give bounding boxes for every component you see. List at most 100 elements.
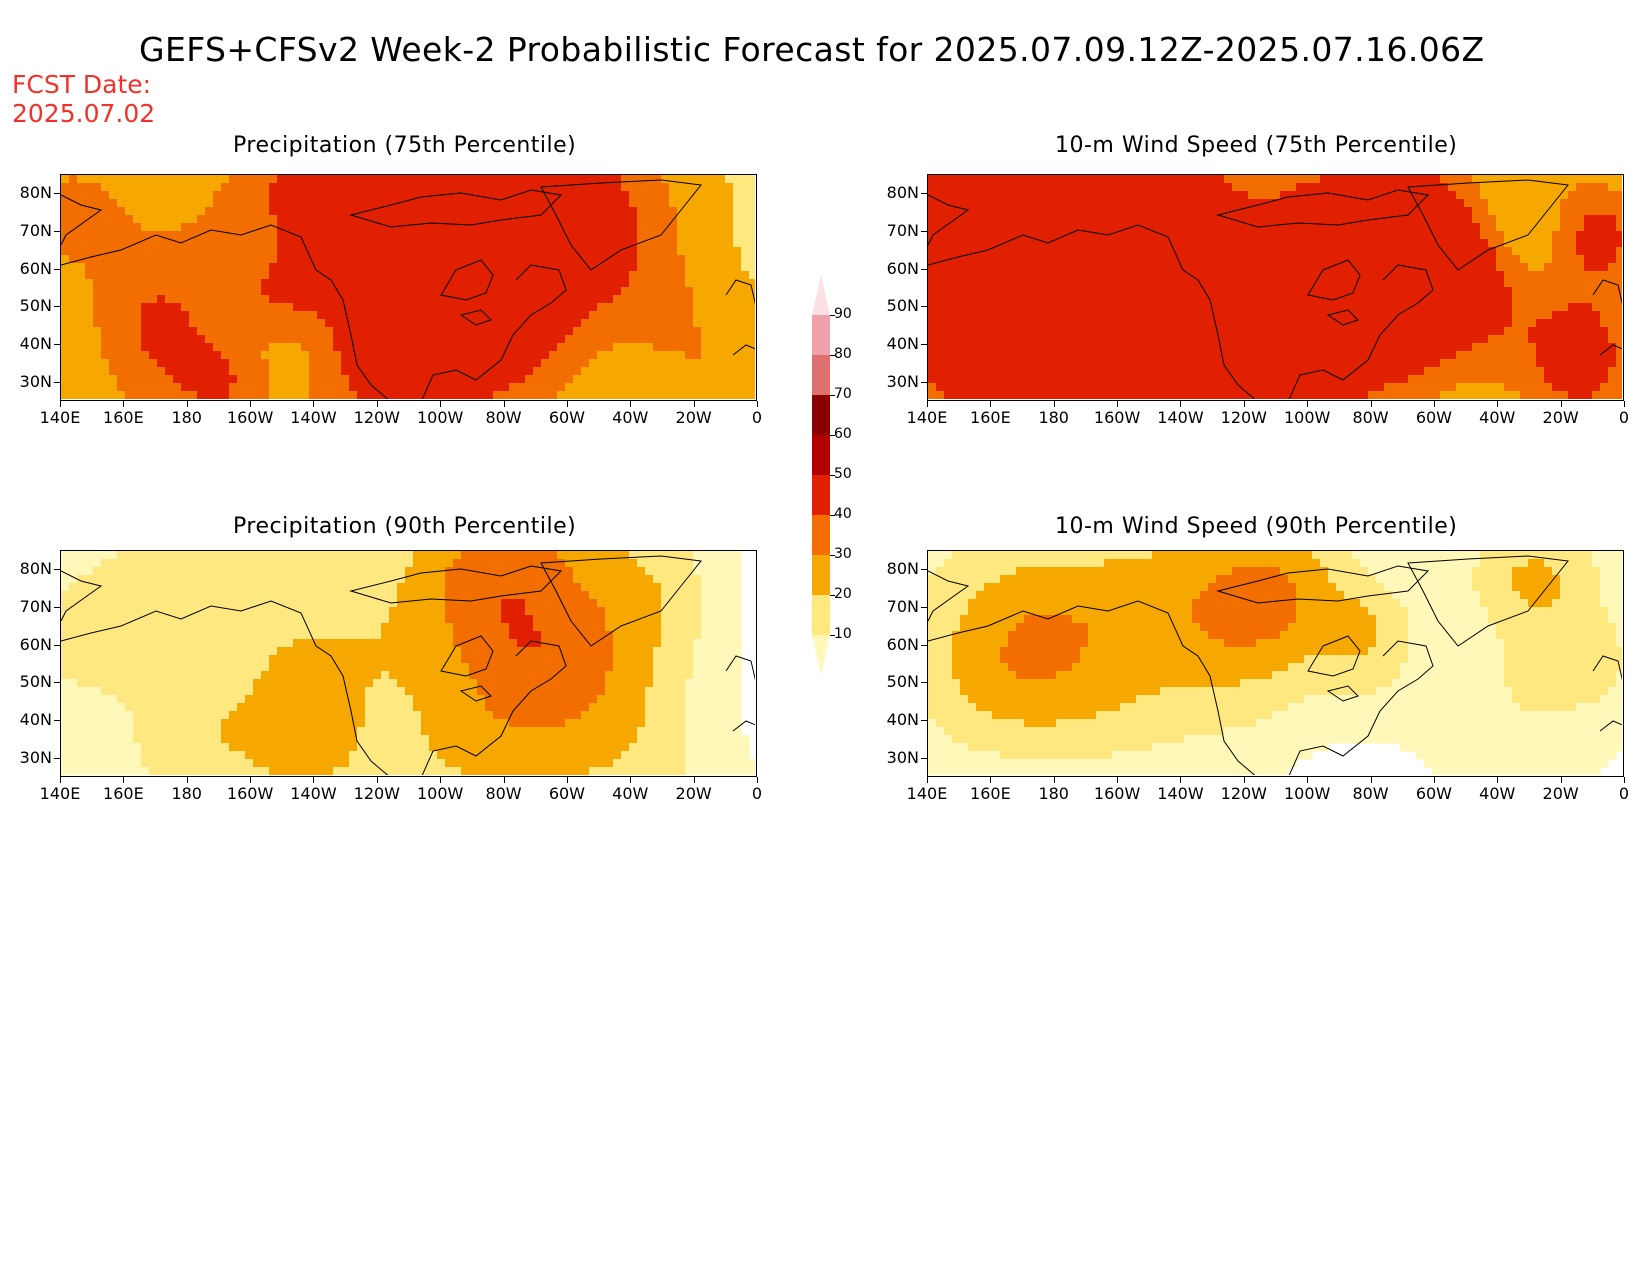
field-cell <box>509 303 518 312</box>
field-cell <box>960 319 969 328</box>
field-cell <box>1024 263 1033 272</box>
field-cell <box>1168 191 1177 200</box>
field-cell <box>1440 191 1449 200</box>
field-cell <box>1424 351 1433 360</box>
field-cell <box>960 223 969 232</box>
field-cell <box>621 271 630 280</box>
field-cell <box>717 375 726 384</box>
field-cell <box>1552 383 1561 392</box>
field-cell <box>237 255 246 264</box>
field-cell <box>221 343 230 352</box>
field-cell <box>461 343 470 352</box>
field-cell <box>141 247 150 256</box>
field-cell <box>165 215 174 224</box>
field-cell <box>437 375 446 384</box>
field-cell <box>1456 279 1465 288</box>
field-cell <box>637 383 646 392</box>
field-cell <box>1176 351 1185 360</box>
field-cell <box>749 223 755 232</box>
field-cell <box>133 367 142 376</box>
field-cell <box>1328 327 1337 336</box>
field-cell <box>117 375 126 384</box>
field-cell <box>1064 215 1073 224</box>
field-cell <box>421 239 430 248</box>
field-cell <box>533 279 542 288</box>
field-cell <box>1240 287 1249 296</box>
field-cell <box>709 239 718 248</box>
field-cell <box>1400 295 1409 304</box>
field-cell <box>141 207 150 216</box>
field-cell <box>1616 303 1622 312</box>
field-cell <box>645 231 654 240</box>
field-cell <box>245 175 254 184</box>
field-cell <box>173 311 182 320</box>
field-cell <box>741 287 750 296</box>
field-cell <box>1288 215 1297 224</box>
field-cell <box>421 175 430 184</box>
field-cell <box>1544 351 1553 360</box>
field-cell <box>413 335 422 344</box>
field-cell <box>1088 239 1097 248</box>
field-cell <box>1416 271 1425 280</box>
field-cell <box>477 367 486 376</box>
field-cell <box>1312 279 1321 288</box>
field-cell <box>1616 327 1622 336</box>
field-cell <box>1528 375 1537 384</box>
field-cell <box>1032 183 1041 192</box>
field-cell <box>389 319 398 328</box>
field-cell <box>325 391 334 399</box>
field-cell <box>749 207 755 216</box>
field-cell <box>341 367 350 376</box>
field-cell <box>125 183 134 192</box>
field-cell <box>325 175 334 184</box>
field-cell <box>928 207 937 216</box>
field-cell <box>653 271 662 280</box>
field-cell <box>261 255 270 264</box>
field-cell <box>493 391 502 399</box>
field-cell <box>565 207 574 216</box>
field-cell <box>936 335 945 344</box>
field-cell <box>1568 335 1577 344</box>
field-cell <box>693 207 702 216</box>
field-cell <box>333 359 342 368</box>
field-cell <box>357 359 366 368</box>
field-cell <box>629 223 638 232</box>
field-cell <box>1288 183 1297 192</box>
field-cell <box>397 359 406 368</box>
field-cell <box>429 375 438 384</box>
field-cell <box>261 287 270 296</box>
field-cell <box>85 375 94 384</box>
field-cell <box>1496 223 1505 232</box>
field-cell <box>517 263 526 272</box>
field-cell <box>1448 295 1457 304</box>
field-cell <box>741 271 750 280</box>
field-cell <box>373 255 382 264</box>
field-cell <box>1152 239 1161 248</box>
field-cell <box>1344 279 1353 288</box>
field-cell <box>1128 207 1137 216</box>
field-cell <box>77 335 86 344</box>
field-cell <box>285 375 294 384</box>
field-cell <box>693 335 702 344</box>
field-cell <box>1128 279 1137 288</box>
field-cell <box>1600 303 1609 312</box>
field-cell <box>173 223 182 232</box>
field-cell <box>1240 207 1249 216</box>
field-cell <box>573 255 582 264</box>
field-cell <box>669 367 678 376</box>
field-cell <box>1032 351 1041 360</box>
field-cell <box>565 351 574 360</box>
field-cell <box>944 231 953 240</box>
field-cell <box>693 383 702 392</box>
field-cell <box>984 303 993 312</box>
field-cell <box>349 191 358 200</box>
field-cell <box>349 175 358 184</box>
field-cell <box>77 351 86 360</box>
field-cell <box>944 191 953 200</box>
field-cell <box>944 343 953 352</box>
field-cell <box>461 351 470 360</box>
field-cell <box>157 303 166 312</box>
field-cell <box>301 223 310 232</box>
field-cell <box>221 319 230 328</box>
field-cell <box>1248 351 1257 360</box>
